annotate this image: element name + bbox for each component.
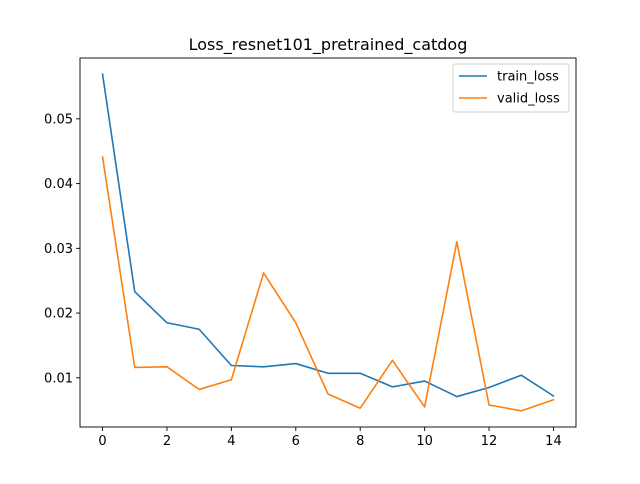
- axes-frame: [79, 57, 577, 428]
- y-tick-label: 0.02: [44, 307, 73, 322]
- x-tick-label: 10: [416, 434, 433, 449]
- x-tick-label: 8: [356, 434, 364, 449]
- y-tick-label: 0.03: [44, 242, 73, 257]
- y-tick-label: 0.01: [44, 371, 73, 386]
- y-tick-label: 0.04: [44, 177, 73, 192]
- series-line-train_loss: [101, 73, 555, 398]
- x-tick-label: 2: [163, 434, 171, 449]
- legend-label-valid_loss: valid_loss: [497, 92, 560, 107]
- y-tick-label: 0.05: [44, 112, 73, 127]
- x-tick-label: 14: [545, 434, 562, 449]
- x-tick-label: 0: [98, 434, 106, 449]
- x-tick-label: 6: [292, 434, 300, 449]
- x-tick-label: 12: [481, 434, 498, 449]
- series-line-valid_loss: [101, 156, 555, 412]
- chart-title: Loss_resnet101_pretrained_catdog: [189, 35, 468, 55]
- plot-area: 0 2 4 6 8 10 12 14 0.01 0.02 0.03 0.04 0.05 train_los…: [44, 57, 577, 449]
- legend-label-train_loss: train_loss: [497, 70, 559, 85]
- legend: train_loss valid_loss: [452, 63, 570, 113]
- x-tick-label: 4: [227, 434, 235, 449]
